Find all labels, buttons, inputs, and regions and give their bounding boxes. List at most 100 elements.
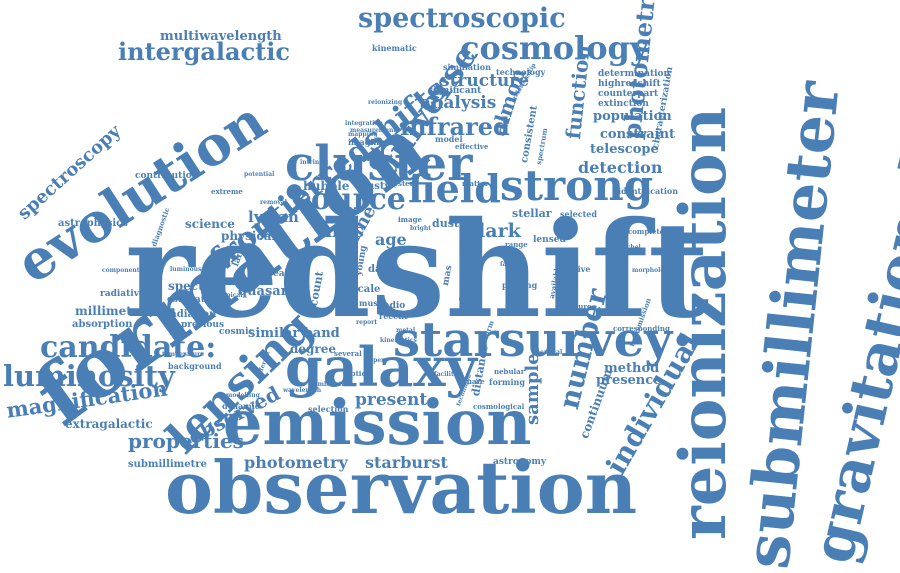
word-optical-2: wavelength [283,387,322,394]
word-science: science [185,217,235,231]
word-observation: observation [165,445,638,530]
word-lyman: lyman [248,208,299,226]
word-previous: previous [181,320,225,330]
word-millimeter: millimeter [75,304,146,318]
word-degree: degree [290,342,337,356]
word-age: age [375,230,407,249]
word-spectral: spectral [168,279,223,293]
word-cosmic: cosmic [219,327,254,337]
word-spectrum: spectrum [534,127,550,166]
word-starsurvey: starsurvey [393,312,673,368]
word-kinematic: kinematic [372,43,417,53]
word-significant: significant [428,86,482,96]
word-removal: removal [260,199,287,206]
word-contribution: contribution [135,171,199,181]
word-estimate: estimate [167,295,211,305]
word-faint: faint [500,261,516,268]
word-radio: radio [379,301,406,311]
word-hubble: hubble [303,179,350,193]
word-model: model [435,134,463,144]
word-dust: dust [432,217,459,230]
word-radiation: radiation [165,309,217,320]
word-square: square [458,377,485,386]
word-metal: metal [396,327,416,334]
word-feature: feature [563,302,592,311]
word-luminosity: luminosity [3,359,175,393]
word-break: break [262,269,291,279]
word-reionizing: reionizing [368,99,403,106]
word-content: content [355,154,394,164]
word-simulation: simulation [443,62,491,72]
word-measurement: measurement [350,127,397,134]
word-population: population [593,109,672,124]
word-telescope: telescope [590,142,659,157]
word-dynamic: dynamic [222,401,260,411]
word-component: component [102,267,140,274]
word-present: present [355,390,428,410]
word-muse: muse [359,298,383,308]
word-photometry: photometry [244,453,348,472]
word-quasar: quasar [238,284,288,299]
word-intrinsic: intrinsic [300,159,329,166]
word-effective: effective [455,142,489,151]
word-field: field [408,166,501,211]
word-optical: optical [346,369,373,378]
word-chemical: chemical [532,349,563,356]
word-multiwavelength: multiwavelength [160,29,282,44]
word-counterpart: counterpart [598,89,659,99]
word-matter: matter [462,179,489,188]
word-dark: dark [472,220,521,242]
word-facilities: facilities [434,371,464,378]
word-cosmological: cosmological [473,402,525,411]
word-sample: sample [522,353,543,425]
word-spectroscopic: spectroscopic [358,3,566,34]
word-extreme: extreme [211,187,243,196]
word-structure: structure [440,71,530,91]
word-temperature: temperature [162,351,205,358]
word-background: background [168,361,222,371]
word-typical: typical [220,292,243,299]
word-data: data [368,264,393,275]
word-method: method [604,361,660,376]
word-galaxy: galaxy [285,335,477,399]
word-completeness: completeness [628,227,682,236]
word-paper: paper [365,357,385,364]
word-luminous: luminous [170,266,202,273]
word-herschel: herschel [612,244,641,251]
word-determination: determination [598,69,671,79]
word-extragalactic: extragalactic [65,417,153,431]
word-bright: bright [410,225,431,232]
word-highredshift: highredshift [598,79,661,89]
word-forming: forming [489,377,525,387]
word-corresponding: corresponding [613,324,670,333]
word-extinction: extinction [598,99,649,109]
word-astronomy: astronomy [493,457,547,467]
word-nebular: nebular [494,367,525,376]
word-analysis: analysis [420,93,497,113]
word-stellar: stellar [512,207,552,220]
word-mapping: mapping [348,131,378,138]
word-selected: selected [560,209,597,219]
word-candidate: candidate: [40,330,217,365]
word-infrared: infrared [400,112,510,141]
word-identification: identification [618,186,679,196]
word-scale: scale [352,284,381,295]
word-lensed: lensed [533,235,566,245]
word-system: system [390,179,418,188]
word-selection: selection [308,404,349,414]
word-morphology: morphology [632,267,673,274]
word-kinematics: kinematics [380,337,417,344]
word-similar-band: similar band [248,326,340,341]
word-presence: presence [596,373,662,388]
word-absorption: absorption [72,319,133,330]
word-potential: potential [244,171,275,178]
word-submillimetre: submillimetre [128,459,207,470]
word-massive: massive [555,264,591,274]
word-emission: emission [223,386,532,459]
word-physical: physical [221,229,277,243]
word-mac: mac [318,218,365,242]
word-starburst: starburst [365,453,448,472]
word-redshift: redshift [125,193,710,348]
word-integration: integration [345,120,383,127]
